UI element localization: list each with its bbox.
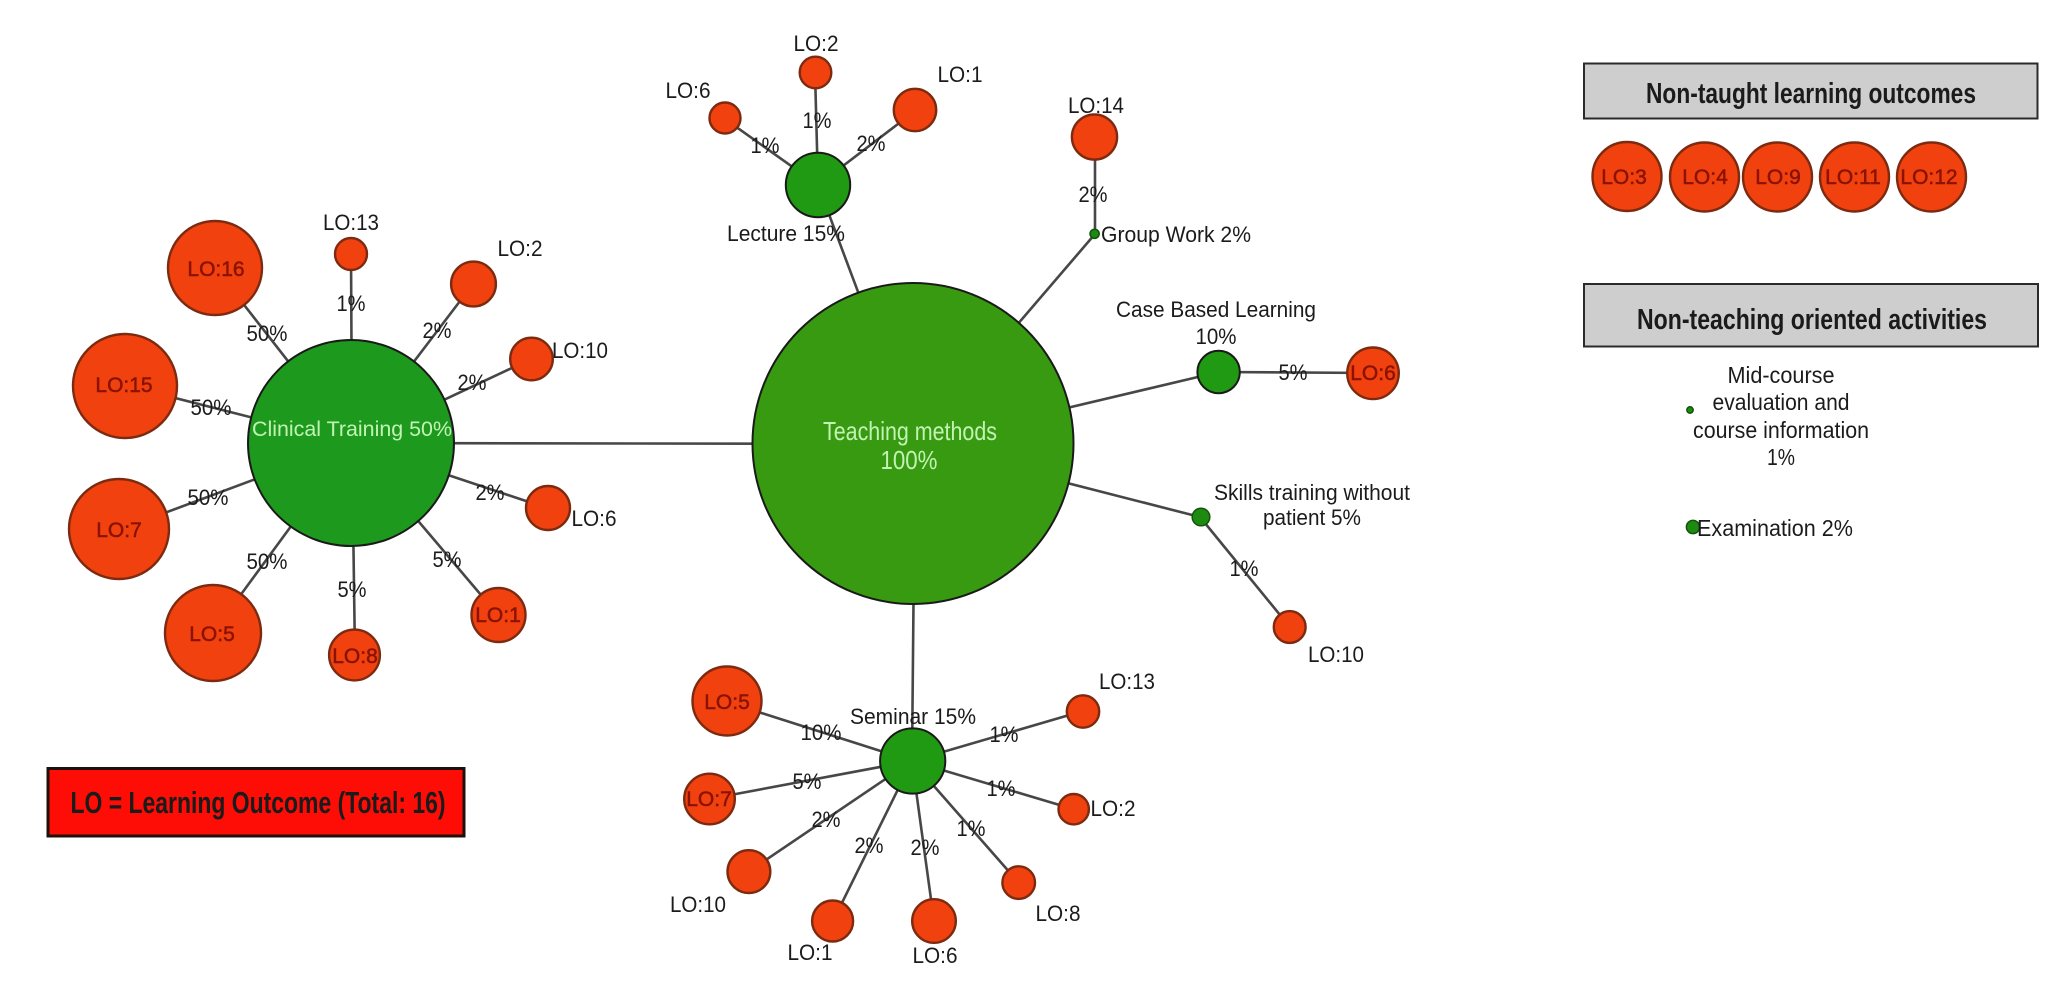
svg-text:LO:10: LO:10 bbox=[552, 338, 608, 363]
svg-text:LO:16: LO:16 bbox=[187, 258, 244, 281]
svg-text:2%: 2% bbox=[855, 833, 884, 858]
svg-text:Non-taught learning outcomes: Non-taught learning outcomes bbox=[1646, 78, 1976, 110]
svg-text:Teaching methods: Teaching methods bbox=[823, 416, 997, 446]
svg-text:1%: 1% bbox=[1230, 556, 1259, 581]
svg-text:LO:8: LO:8 bbox=[1036, 901, 1081, 926]
svg-text:LO:5: LO:5 bbox=[189, 623, 235, 646]
svg-text:Skills training without: Skills training without bbox=[1214, 480, 1410, 505]
svg-text:LO:1: LO:1 bbox=[475, 604, 521, 627]
svg-text:Case Based Learning: Case Based Learning bbox=[1116, 297, 1316, 322]
svg-text:50%: 50% bbox=[188, 485, 229, 510]
svg-text:50%: 50% bbox=[247, 549, 288, 574]
svg-text:1%: 1% bbox=[751, 133, 780, 158]
svg-text:LO:8: LO:8 bbox=[332, 645, 378, 668]
svg-text:1%: 1% bbox=[990, 722, 1019, 747]
svg-text:50%: 50% bbox=[191, 395, 232, 420]
svg-text:Lecture 15%: Lecture 15% bbox=[727, 221, 845, 246]
svg-text:LO:10: LO:10 bbox=[670, 892, 726, 917]
svg-text:1%: 1% bbox=[803, 108, 832, 133]
svg-text:LO:3: LO:3 bbox=[1601, 166, 1647, 189]
svg-text:5%: 5% bbox=[1279, 360, 1308, 385]
svg-text:LO:13: LO:13 bbox=[323, 210, 379, 235]
svg-text:2%: 2% bbox=[1079, 182, 1108, 207]
svg-text:Seminar 15%: Seminar 15% bbox=[850, 704, 976, 729]
svg-text:2%: 2% bbox=[857, 131, 886, 156]
svg-text:LO:5: LO:5 bbox=[704, 691, 750, 714]
svg-text:LO:7: LO:7 bbox=[96, 519, 142, 542]
svg-text:LO:1: LO:1 bbox=[788, 940, 833, 965]
svg-text:LO:6: LO:6 bbox=[666, 78, 711, 103]
svg-text:course information: course information bbox=[1693, 417, 1869, 443]
svg-text:10%: 10% bbox=[801, 720, 842, 745]
svg-text:LO:15: LO:15 bbox=[95, 374, 152, 397]
svg-text:2%: 2% bbox=[423, 318, 452, 343]
svg-text:Mid-course: Mid-course bbox=[1728, 362, 1835, 388]
svg-text:1%: 1% bbox=[987, 776, 1016, 801]
svg-text:LO:7: LO:7 bbox=[686, 788, 732, 811]
svg-text:LO:6: LO:6 bbox=[913, 943, 958, 968]
svg-text:2%: 2% bbox=[476, 480, 505, 505]
svg-text:LO = Learning Outcome (Total:: LO = Learning Outcome (Total: 16) bbox=[71, 785, 446, 820]
svg-text:1%: 1% bbox=[337, 291, 366, 316]
svg-text:1%: 1% bbox=[1767, 444, 1795, 470]
svg-text:10%: 10% bbox=[1196, 324, 1237, 349]
svg-text:evaluation and: evaluation and bbox=[1713, 389, 1850, 415]
svg-text:5%: 5% bbox=[793, 769, 822, 794]
svg-text:50%: 50% bbox=[247, 321, 288, 346]
svg-text:LO:11: LO:11 bbox=[1825, 166, 1881, 189]
svg-text:LO:12: LO:12 bbox=[1900, 166, 1957, 189]
svg-text:Clinical Training 50%: Clinical Training 50% bbox=[252, 418, 452, 441]
svg-text:Non-teaching oriented activiti: Non-teaching oriented activities bbox=[1637, 304, 1987, 336]
svg-text:patient 5%: patient 5% bbox=[1263, 505, 1361, 530]
svg-text:LO:1: LO:1 bbox=[938, 62, 983, 87]
svg-text:LO:4: LO:4 bbox=[1682, 166, 1728, 189]
svg-text:LO:13: LO:13 bbox=[1099, 669, 1155, 694]
svg-text:LO:14: LO:14 bbox=[1068, 93, 1124, 118]
svg-text:5%: 5% bbox=[338, 577, 367, 602]
svg-text:LO:2: LO:2 bbox=[794, 31, 839, 56]
svg-text:LO:6: LO:6 bbox=[572, 506, 617, 531]
svg-text:LO:6: LO:6 bbox=[1350, 362, 1396, 385]
svg-text:LO:2: LO:2 bbox=[498, 236, 543, 261]
svg-text:100%: 100% bbox=[881, 445, 938, 475]
svg-text:Examination 2%: Examination 2% bbox=[1697, 515, 1853, 541]
svg-text:2%: 2% bbox=[911, 835, 940, 860]
svg-text:Group Work 2%: Group Work 2% bbox=[1101, 222, 1251, 247]
svg-text:2%: 2% bbox=[458, 370, 487, 395]
svg-text:2%: 2% bbox=[812, 807, 841, 832]
svg-text:5%: 5% bbox=[433, 547, 462, 572]
svg-text:LO:10: LO:10 bbox=[1308, 642, 1364, 667]
svg-text:LO:2: LO:2 bbox=[1091, 796, 1136, 821]
svg-text:1%: 1% bbox=[957, 816, 986, 841]
svg-text:LO:9: LO:9 bbox=[1755, 166, 1801, 189]
